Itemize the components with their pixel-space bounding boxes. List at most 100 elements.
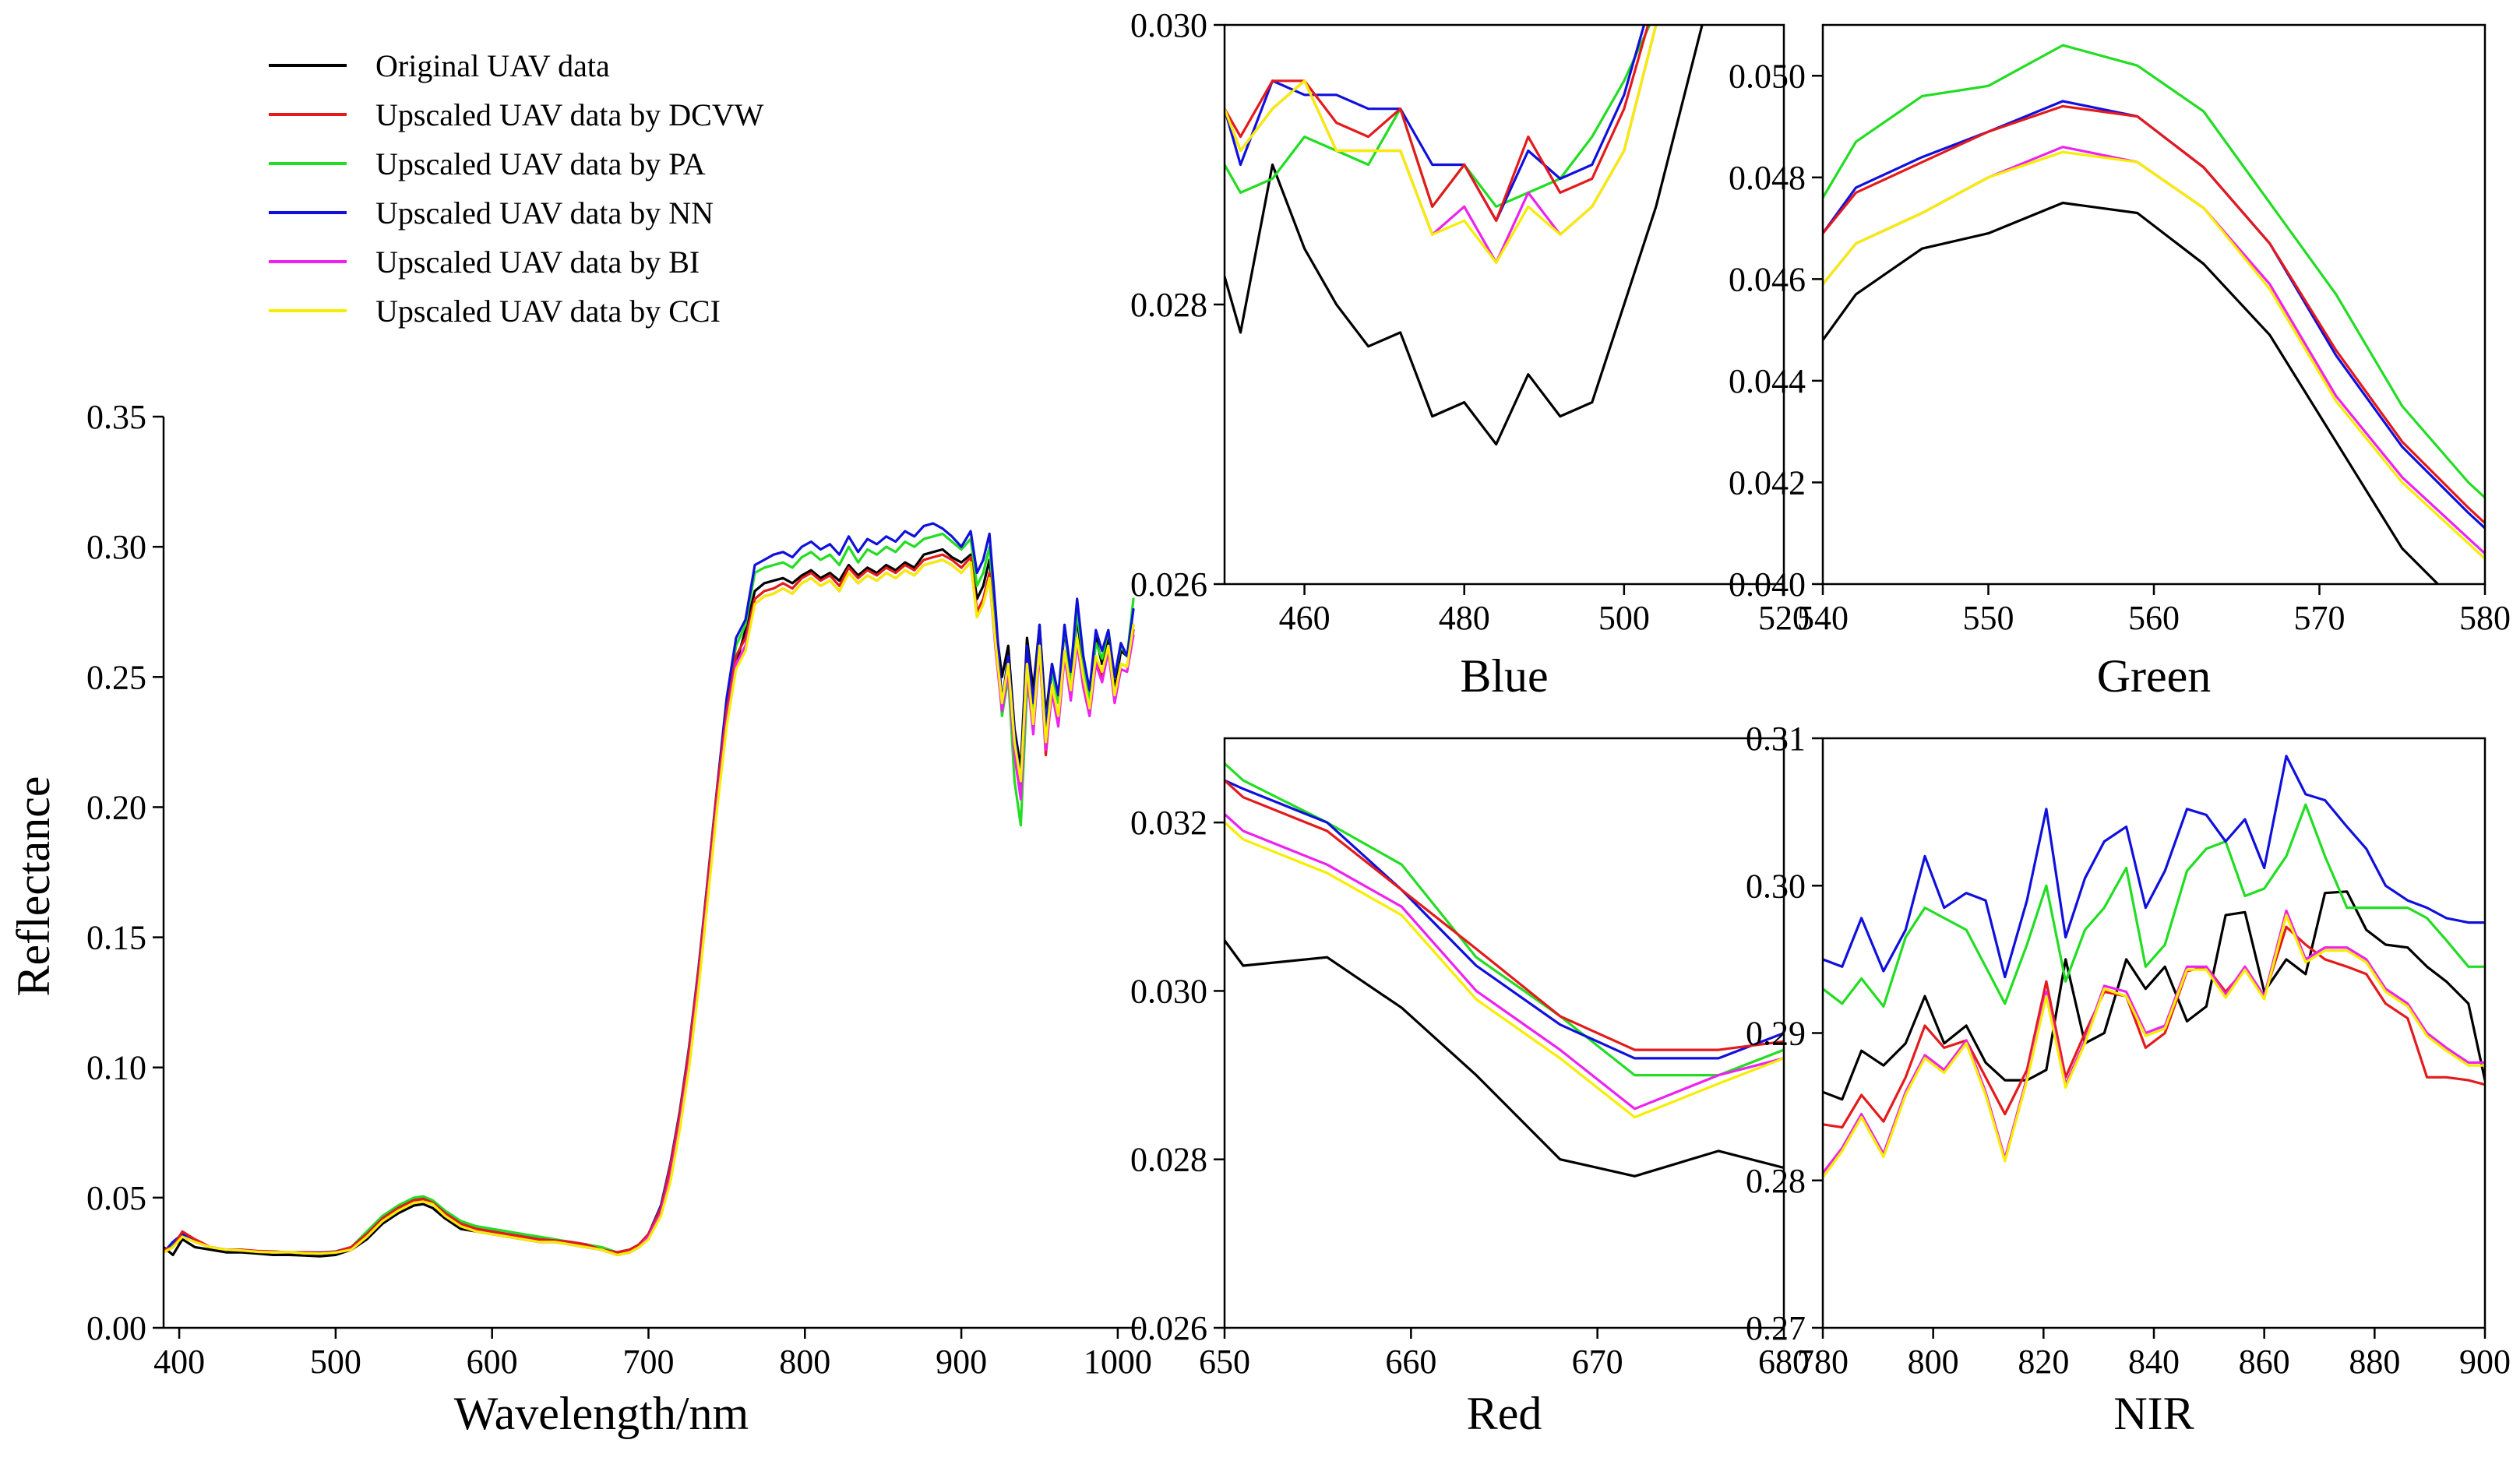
green-x-tick-label: 560 — [2128, 599, 2180, 637]
green-series-dcvw-line — [1823, 104, 2485, 525]
green-y-tick-label: 0.048 — [1729, 159, 1806, 197]
nir-y-tick-label: 0.30 — [1746, 867, 1806, 905]
red-series-cci-line — [1225, 821, 1784, 1119]
nir-series-nn-line — [1823, 755, 2485, 979]
main-series-group — [164, 522, 1135, 1258]
red-y-tick-label: 0.026 — [1130, 1309, 1207, 1347]
nir-x-tick-label: 780 — [1797, 1343, 1849, 1381]
blue-y-tick-label: 0.028 — [1130, 286, 1207, 324]
red-x-tick-label: 660 — [1385, 1343, 1436, 1381]
green-series-original-line — [1823, 201, 2440, 584]
nir-x-tick-label: 860 — [2239, 1343, 2290, 1381]
red-series-original-line — [1225, 938, 1784, 1178]
main-x-tick-label: 400 — [153, 1343, 205, 1381]
red-y-tick-label: 0.032 — [1130, 804, 1207, 842]
red-series-dcvw-line — [1225, 779, 1784, 1051]
blue-y-tick-label: 0.030 — [1130, 6, 1207, 44]
legend-label-nn: Upscaled UAV data by NN — [375, 195, 714, 231]
nir-x-tick-label: 820 — [2018, 1343, 2069, 1381]
red-x-tick-label: 670 — [1572, 1343, 1623, 1381]
blue-series-cci-line — [1225, 25, 1658, 264]
main-series-cci-line — [164, 558, 1135, 1256]
legend-label-cci: Upscaled UAV data by CCI — [375, 294, 721, 329]
nir-panel-title: NIR — [2113, 1388, 2194, 1439]
green-panel-title: Green — [2097, 650, 2212, 702]
main-series-pa-line — [164, 532, 1135, 1254]
panel-nir: 0.27 0.28 0.29 0.30 0.31 780 800 820 840 860 880 90… — [1746, 720, 2511, 1439]
panel-green: 0.040 0.042 0.044 0.046 0.048 0.050 540 550 560 5… — [1729, 23, 2511, 702]
main-y-axis-title: Reflectance — [8, 776, 59, 996]
blue-x-tick-label: 480 — [1439, 599, 1490, 637]
blue-x-tick-label: 500 — [1598, 599, 1650, 637]
green-series-bi-line — [1823, 146, 2485, 555]
legend: Original UAV data Upscaled UAV data by DC… — [269, 48, 764, 329]
main-series-dcvw-line — [164, 553, 1135, 1255]
panel-red: 0.026 0.028 0.030 0.032 650 660 670 680 Red — [1130, 737, 1810, 1439]
red-series-group — [1225, 762, 1784, 1178]
nir-x-tick-label: 840 — [2128, 1343, 2180, 1381]
green-y-tick-label: 0.042 — [1729, 463, 1806, 502]
nir-series-cci-line — [1823, 914, 2485, 1179]
legend-label-original: Original UAV data — [375, 48, 610, 83]
panel-blue: 0.026 0.028 0.030 460 480 500 520 Blue — [1130, 6, 1810, 702]
main-y-tick-label: 0.05 — [86, 1179, 146, 1217]
nir-x-tick-label: 900 — [2459, 1343, 2511, 1381]
green-x-tick-label: 550 — [1963, 599, 2014, 637]
red-panel-title: Red — [1467, 1388, 1542, 1439]
green-series-cci-line — [1823, 150, 2485, 560]
main-series-bi-line — [164, 558, 1135, 1256]
red-series-pa-line — [1225, 762, 1784, 1077]
blue-x-tick-label: 460 — [1279, 599, 1330, 637]
green-series-nn-line — [1823, 100, 2485, 530]
nir-series-dcvw-line — [1823, 925, 2485, 1129]
nir-series-pa-line — [1823, 803, 2485, 1008]
main-y-tick-label: 0.25 — [86, 658, 146, 696]
green-y-tick-label: 0.044 — [1729, 362, 1806, 400]
green-y-tick-label: 0.050 — [1729, 57, 1806, 95]
red-series-nn-line — [1225, 779, 1784, 1060]
nir-y-tick-label: 0.27 — [1746, 1309, 1806, 1347]
blue-y-tick-label: 0.026 — [1130, 565, 1207, 604]
nir-x-tick-label: 880 — [2349, 1343, 2400, 1381]
main-x-tick-label: 600 — [467, 1343, 518, 1381]
nir-series-group — [1823, 755, 2485, 1179]
red-plot-frame — [1223, 737, 1785, 1329]
main-y-tick-label: 0.15 — [86, 919, 146, 957]
main-y-tick-label: 0.35 — [86, 398, 146, 436]
red-x-tick-label: 680 — [1758, 1343, 1810, 1381]
main-x-tick-label: 800 — [779, 1343, 830, 1381]
green-x-tick-label: 570 — [2294, 599, 2346, 637]
nir-y-tick-label: 0.28 — [1746, 1162, 1806, 1200]
red-series-bi-line — [1225, 812, 1784, 1111]
main-y-tick-label: 0.30 — [86, 528, 146, 566]
panel-full-spectrum: 0.00 0.05 0.10 0.15 0.20 0.25 0.30 0.35 400 500 60… — [8, 398, 1152, 1439]
blue-series-bi-line — [1225, 25, 1658, 264]
legend-label-pa: Upscaled UAV data by PA — [375, 146, 706, 181]
red-x-tick-label: 650 — [1199, 1343, 1250, 1381]
nir-y-tick-label: 0.31 — [1746, 720, 1806, 758]
blue-x-tick-label: 520 — [1758, 599, 1810, 637]
green-y-tick-label: 0.046 — [1729, 260, 1806, 298]
blue-panel-title: Blue — [1460, 650, 1548, 702]
blue-series-dcvw-line — [1225, 25, 1650, 222]
main-x-tick-label: 900 — [936, 1343, 987, 1381]
main-series-original-line — [164, 547, 1135, 1258]
nir-series-bi-line — [1823, 909, 2485, 1174]
red-y-tick-label: 0.028 — [1130, 1141, 1207, 1179]
green-series-pa-line — [1823, 44, 2485, 499]
main-y-tick-label: 0.10 — [86, 1049, 146, 1087]
red-y-tick-label: 0.030 — [1130, 972, 1207, 1010]
main-y-tick-label: 0.00 — [86, 1309, 146, 1347]
green-plot-frame — [1821, 23, 2487, 586]
green-x-tick-label: 580 — [2459, 599, 2511, 637]
main-series-nn-line — [164, 522, 1135, 1254]
blue-plot-frame — [1223, 23, 1785, 586]
main-x-tick-label: 1000 — [1084, 1343, 1152, 1381]
green-y-tick-label: 0.040 — [1729, 565, 1806, 604]
green-x-tick-label: 540 — [1797, 599, 1849, 637]
blue-series-original-line — [1225, 25, 1704, 446]
legend-label-bi: Upscaled UAV data by BI — [375, 245, 700, 280]
green-series-group — [1823, 44, 2485, 584]
main-x-axis-title: Wavelength/nm — [454, 1388, 749, 1439]
